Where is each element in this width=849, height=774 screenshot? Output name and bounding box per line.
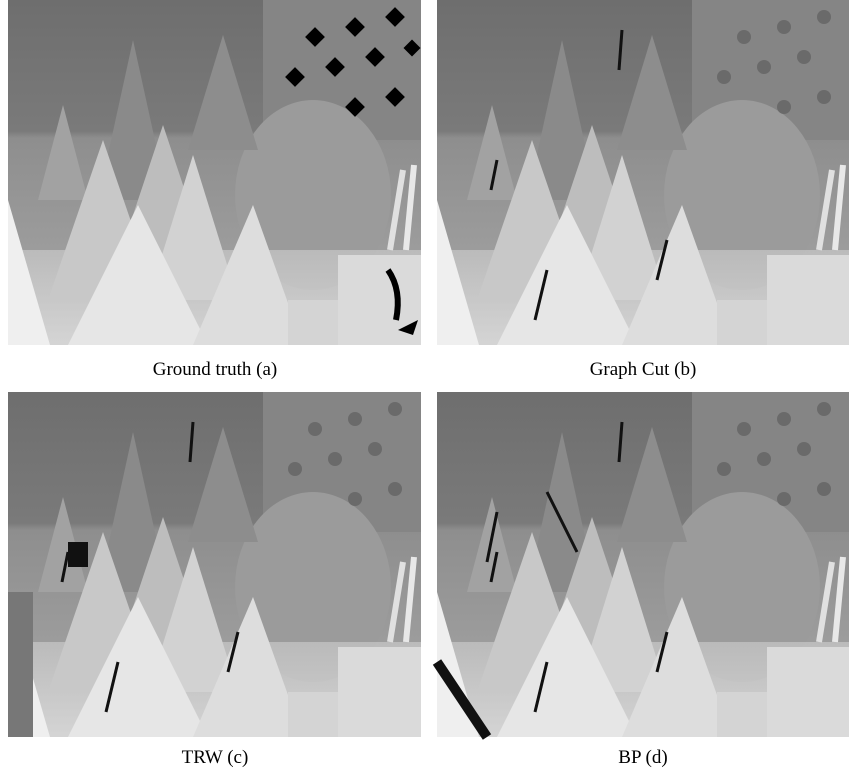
panel-graph-cut [437, 0, 849, 345]
caption: BP (d) [618, 747, 667, 768]
figure: Ground truth (a) Graph Cut (b) TRW (c) B… [0, 0, 849, 774]
panel-trw [8, 392, 421, 737]
caption: TRW (c) [182, 747, 249, 768]
caption: Ground truth (a) [153, 359, 278, 380]
panel-ground-truth [8, 0, 421, 345]
caption: Graph Cut (b) [590, 359, 697, 380]
panel-bp [437, 392, 849, 737]
